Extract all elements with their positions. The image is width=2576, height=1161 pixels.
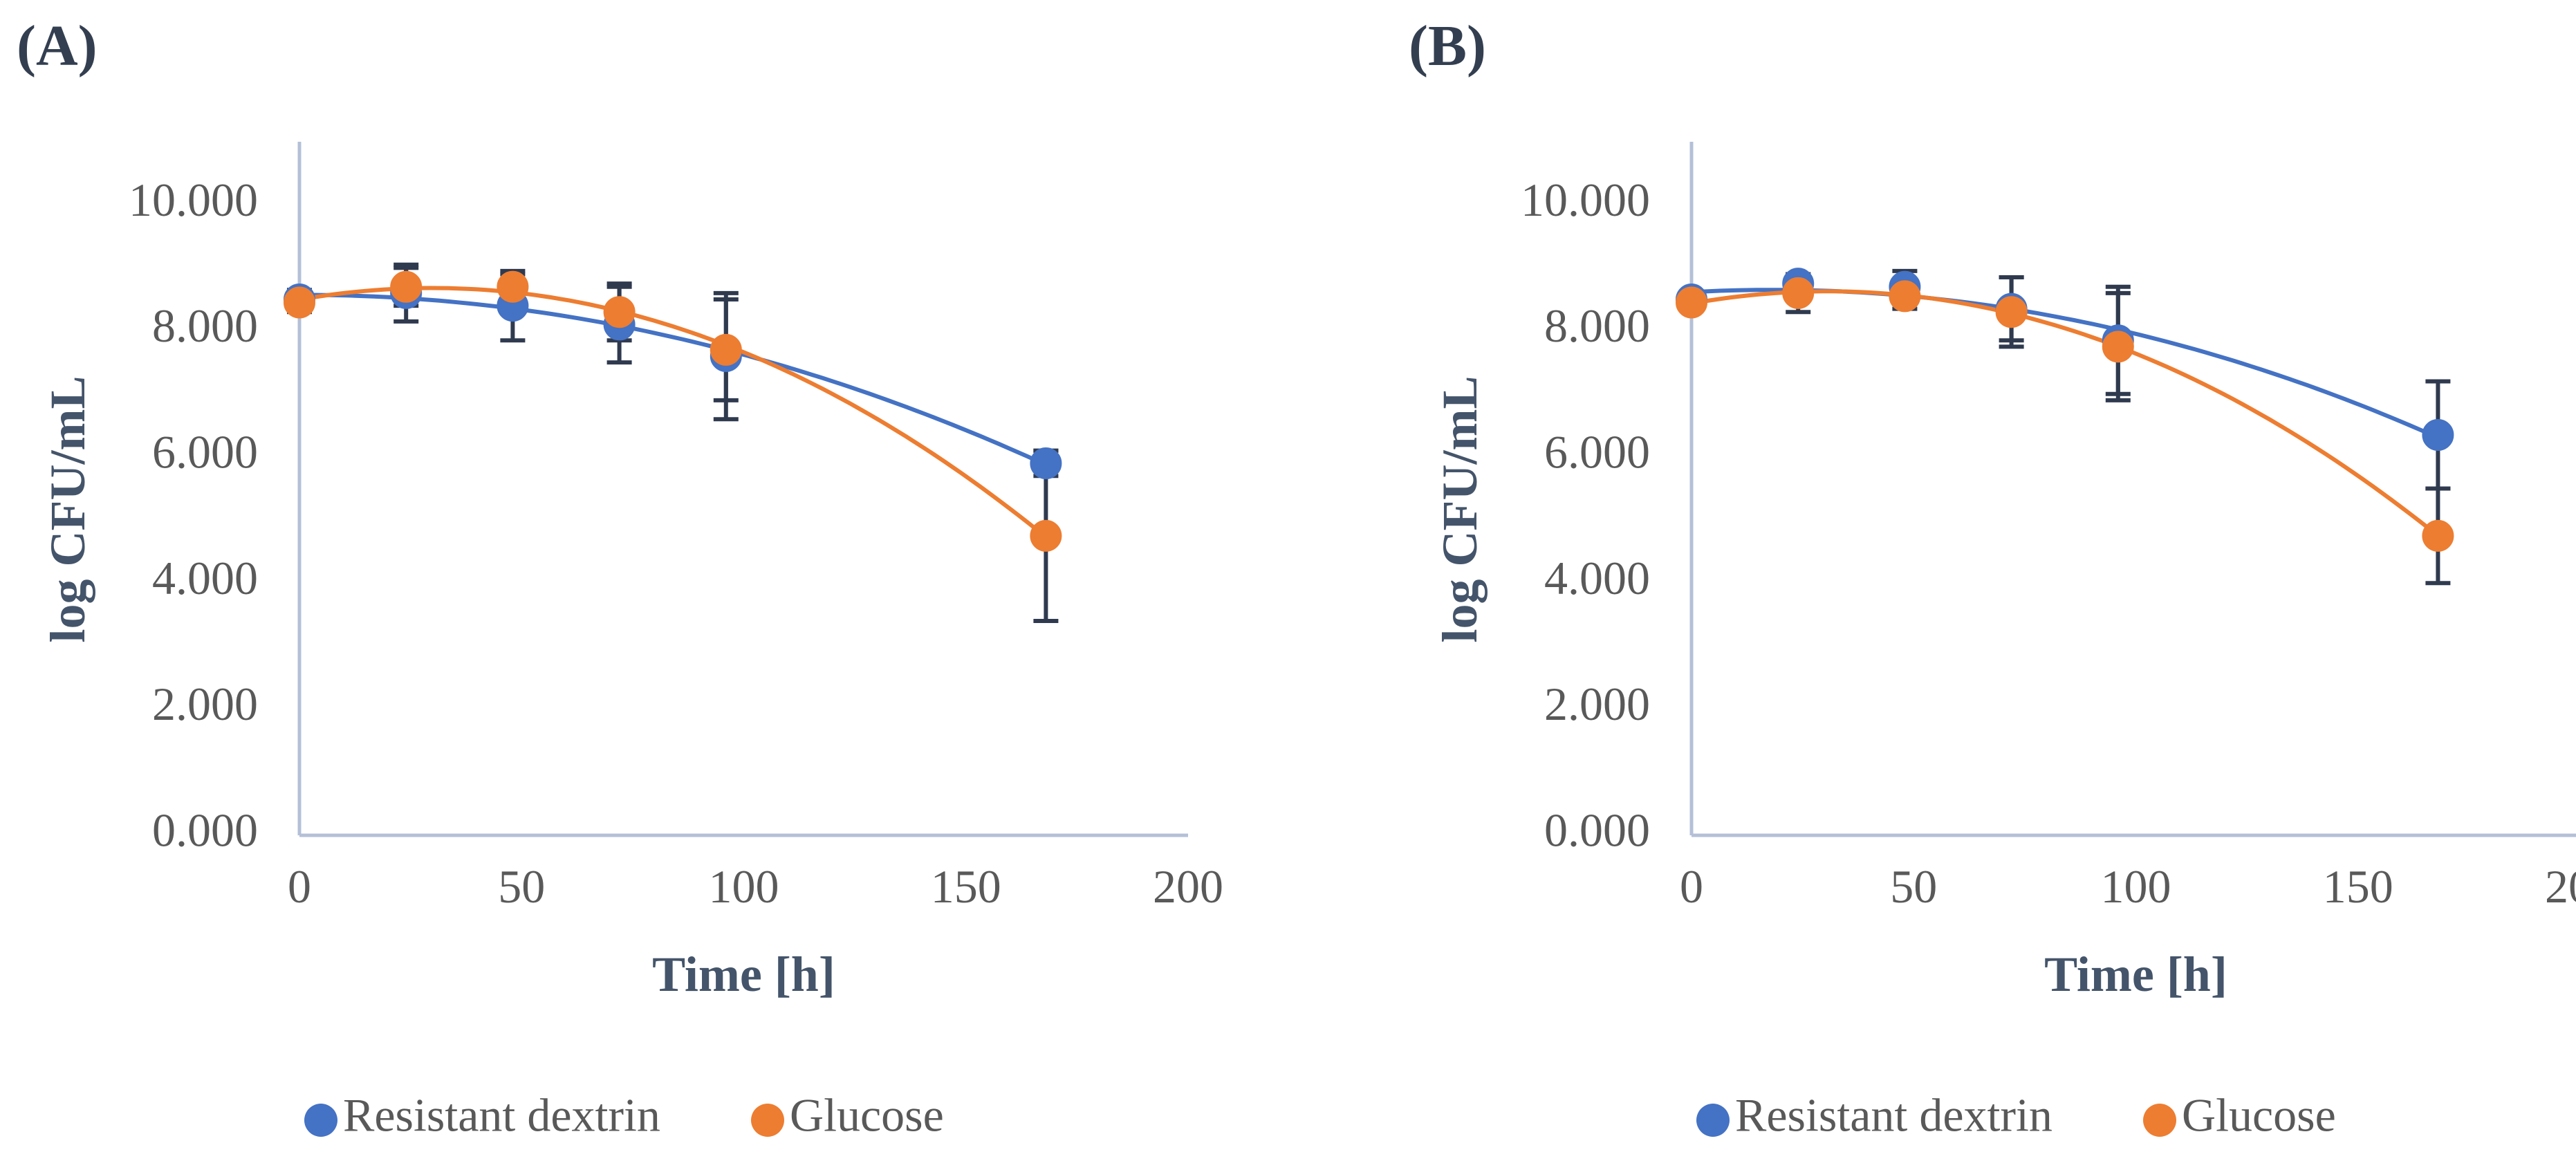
- chart-svg: 0.000 2.000 4.000 6.000 8.000 10.000 0 50 100 150…: [40, 142, 1223, 1142]
- data-point-glucose: [1782, 277, 1815, 309]
- x-tick-label: 150: [931, 860, 1001, 913]
- data-point-glucose: [390, 270, 423, 303]
- chart-svg: 0.000 2.000 4.000 6.000 8.000 10.000 0 50 100 150…: [1432, 142, 2576, 1142]
- trendline-glucose: [1691, 289, 2440, 538]
- data-point-glucose: [2102, 331, 2134, 363]
- data-point-glucose: [710, 333, 742, 366]
- x-tick-label: 150: [2323, 860, 2393, 913]
- y-tick-label: 8.000: [1544, 299, 1650, 352]
- trendline-resistant-dextrin: [299, 292, 1047, 467]
- data-point-glucose: [1889, 280, 1921, 313]
- y-tick-label: 2.000: [152, 678, 258, 730]
- y-tick-label: 0.000: [1544, 804, 1650, 857]
- legend-marker: [2143, 1104, 2176, 1137]
- legend-marker: [1696, 1104, 1730, 1137]
- legend-label: Glucose: [790, 1089, 944, 1142]
- x-axis-title: Time [h]: [652, 947, 835, 1002]
- chart-panel-b: (B) 0.000 2.000 4.000 6.000 8.000 10.000 0 50 10…: [1392, 0, 2576, 1161]
- x-axis-title: Time [h]: [2044, 947, 2227, 1002]
- y-tick-label: 10.000: [129, 174, 258, 226]
- y-tick-label: 4.000: [152, 552, 258, 604]
- y-tick-label: 6.000: [152, 426, 258, 479]
- x-tick-label: 100: [2101, 860, 2171, 913]
- y-tick-label: 6.000: [1544, 426, 1650, 479]
- x-tick-label: 200: [2545, 860, 2576, 913]
- y-tick-label: 10.000: [1521, 174, 1650, 226]
- x-tick-label: 0: [1680, 860, 1703, 913]
- data-point-resistant-dextrin: [2422, 418, 2454, 451]
- data-point-resistant-dextrin: [1030, 447, 1062, 480]
- data-point-glucose: [1676, 286, 1707, 319]
- x-tick-label: 50: [498, 860, 545, 913]
- trendline-glucose: [299, 286, 1048, 539]
- legend-label: Glucose: [2182, 1089, 2336, 1142]
- data-point-glucose: [1995, 296, 2028, 328]
- y-tick-label: 4.000: [1544, 552, 1650, 604]
- x-tick-label: 0: [288, 860, 311, 913]
- y-tick-label: 2.000: [1544, 678, 1650, 730]
- data-point-glucose: [603, 296, 636, 328]
- y-axis-title: log CFU/mL: [40, 376, 95, 643]
- data-point-glucose: [2422, 519, 2454, 552]
- x-tick-label: 100: [709, 860, 779, 913]
- data-point-glucose: [497, 270, 529, 303]
- legend-marker: [751, 1104, 784, 1137]
- data-point-glucose: [284, 286, 315, 319]
- data-point-glucose: [1030, 519, 1062, 552]
- y-axis-title: log CFU/mL: [1432, 376, 1488, 643]
- legend-marker: [304, 1104, 337, 1137]
- panel-label: (A): [17, 14, 98, 78]
- legend-label: Resistant dextrin: [1735, 1089, 2053, 1142]
- panel-label: (B): [1409, 14, 1486, 78]
- x-tick-label: 50: [1890, 860, 1937, 913]
- x-tick-label: 200: [1153, 860, 1223, 913]
- y-tick-label: 0.000: [152, 804, 258, 857]
- y-tick-label: 8.000: [152, 299, 258, 352]
- chart-panel-a: (A) 0.000 2.000 4.000 6.000 8.000 10.000 0 50 10…: [17, 14, 1223, 1142]
- legend-label: Resistant dextrin: [343, 1089, 660, 1142]
